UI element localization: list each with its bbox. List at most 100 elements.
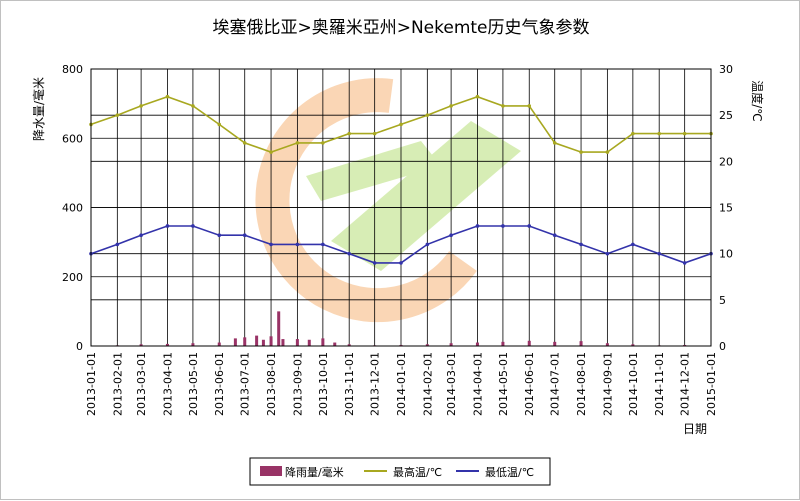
- rainfall-bar: [321, 338, 325, 346]
- min-temp-point: [321, 242, 325, 247]
- min-temp-point: [372, 261, 377, 265]
- max-temp-point: [191, 104, 195, 108]
- max-temp-point: [425, 113, 430, 117]
- grid: [90, 68, 712, 347]
- max-temp-point: [682, 131, 687, 136]
- x-tick-label: 2014-09-01: [601, 352, 614, 416]
- temperature-lines: [89, 94, 713, 265]
- x-tick-label: 2014-06-01: [523, 352, 536, 416]
- min-temp-point: [217, 233, 222, 237]
- max-temp-point: [115, 113, 120, 117]
- y-left-tick-label: 600: [62, 132, 83, 145]
- rainfall-bar: [631, 344, 635, 346]
- rainfall-bar: [307, 339, 311, 346]
- y-right-tick-label: 30: [719, 63, 733, 76]
- x-tick-label: 2013-04-01: [161, 352, 174, 416]
- max-temp-point: [579, 150, 583, 154]
- x-axis-ticks: 2013-01-01 2013-02-01 2013-03-01 2013-04-01…: [85, 352, 718, 416]
- x-tick-label: 2014-08-01: [575, 352, 588, 416]
- x-tick-label: 2013-11-01: [343, 352, 356, 416]
- min-temp-point: [191, 224, 195, 228]
- y-right-tick-label: 25: [719, 109, 733, 122]
- rainfall-bar: [501, 341, 505, 346]
- max-temp-point: [269, 150, 273, 154]
- legend-label-min-temp: 最低温/℃: [485, 466, 534, 479]
- min-temp-point: [115, 242, 120, 247]
- rainfall-bar: [191, 343, 195, 346]
- rainfall-bar: [139, 344, 143, 346]
- rainfall-bar: [579, 341, 583, 346]
- min-temp-point: [242, 233, 247, 237]
- min-temp-point: [399, 261, 403, 265]
- min-temp-point: [139, 233, 143, 237]
- x-tick-label: 2013-02-01: [111, 352, 124, 416]
- legend-label-max-temp: 最高温/℃: [393, 465, 442, 479]
- max-temp-point: [165, 94, 170, 99]
- x-tick-label: 2014-02-01: [421, 352, 434, 416]
- x-tick-label: 2015-01-01: [705, 352, 718, 416]
- max-temp-point: [372, 131, 377, 136]
- max-temp-point: [527, 104, 532, 108]
- legend-box: [249, 457, 551, 486]
- rainfall-bar: [281, 339, 285, 346]
- x-tick-label: 2014-07-01: [549, 352, 562, 416]
- y-left-tick-label: 800: [62, 63, 83, 76]
- min-temp-point: [165, 224, 170, 228]
- max-temp-point: [217, 122, 222, 127]
- x-tick-label: 2013-09-01: [291, 352, 304, 416]
- rainfall-bar: [475, 342, 479, 346]
- x-axis-label: 日期: [683, 422, 707, 436]
- rainfall-bar: [243, 337, 247, 346]
- max-temp-point: [321, 141, 325, 145]
- rainfall-bar: [605, 343, 609, 346]
- watermark-logo: [255, 78, 521, 323]
- y-right-tick-label: 0: [719, 340, 726, 353]
- y-axis-left-label: 降水量/毫米: [31, 77, 46, 141]
- x-tick-label: 2013-01-01: [85, 352, 98, 416]
- legend-swatch-rainfall: [260, 466, 282, 476]
- x-tick-label: 2014-03-01: [445, 352, 458, 416]
- rainfall-bar: [553, 341, 557, 346]
- min-temp-point: [295, 242, 300, 247]
- x-tick-label: 2013-12-01: [369, 352, 382, 416]
- rainfall-bar: [333, 342, 337, 346]
- x-tick-label: 2014-10-01: [627, 352, 640, 416]
- rainfall-bar: [399, 344, 403, 346]
- x-tick-label: 2013-07-01: [239, 352, 252, 416]
- y-right-tick-label: 20: [719, 155, 733, 168]
- x-tick-label: 2014-01-01: [395, 352, 408, 416]
- rainfall-bar: [217, 342, 221, 346]
- rainfall-bar: [425, 344, 429, 346]
- min-temp-point: [579, 242, 583, 247]
- max-temp-point: [347, 131, 351, 136]
- max-temp-point: [295, 141, 300, 145]
- y-left-tick-label: 200: [62, 271, 83, 284]
- min-temp-point: [475, 224, 480, 228]
- y-left-tick-label: 0: [76, 340, 83, 353]
- rainfall-bar: [295, 339, 299, 346]
- chart-title: 埃塞俄比亚>奥羅米亞州>Nekemte历史气象参数: [212, 18, 589, 38]
- x-tick-label: 2013-03-01: [135, 352, 148, 416]
- rainfall-bar: [449, 343, 453, 346]
- right-axis-ticks: 0 5 10 15 20 25 30: [719, 63, 733, 353]
- rainfall-bar: [255, 335, 259, 346]
- max-temp-point: [139, 104, 143, 108]
- y-right-tick-label: 15: [719, 202, 733, 215]
- legend-label-rainfall: 降雨量/毫米: [285, 465, 344, 479]
- x-tick-label: 2013-05-01: [187, 352, 200, 416]
- x-tick-label: 2014-11-01: [653, 352, 666, 416]
- x-tick-label: 2014-05-01: [497, 352, 510, 416]
- min-temp-point: [605, 251, 610, 256]
- y-right-tick-label: 10: [719, 248, 733, 261]
- min-temp-point: [269, 242, 273, 247]
- min-temp-point: [631, 242, 635, 247]
- x-tick-label: 2014-04-01: [471, 352, 484, 416]
- min-temp-point: [501, 224, 505, 228]
- max-temp-point: [657, 131, 661, 136]
- min-temp-point: [527, 224, 532, 228]
- left-axis-ticks: 0 200 400 600 800: [62, 63, 83, 353]
- max-temp-point: [399, 122, 403, 127]
- x-tick-label: 2014-12-01: [679, 352, 692, 416]
